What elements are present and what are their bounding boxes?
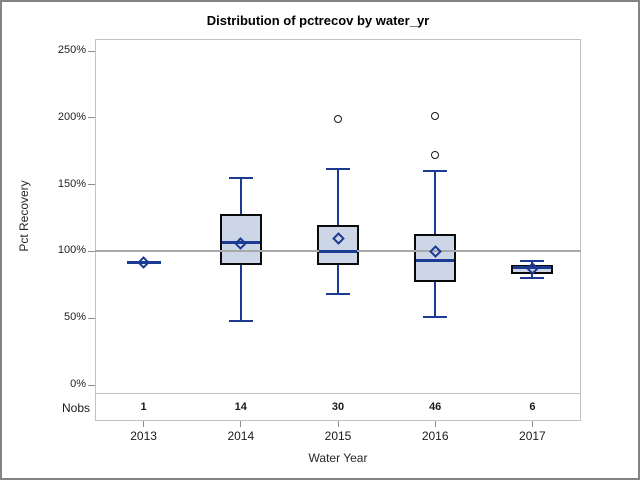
box-2016 xyxy=(414,234,457,283)
outlier-2016-172 xyxy=(431,151,440,160)
y-tick-label: 150% xyxy=(57,177,86,190)
median-2016 xyxy=(416,259,455,263)
x-axis-title: Water Year xyxy=(308,451,368,465)
nobs-row-label: Nobs xyxy=(61,401,90,415)
whisker-cap-low-2016 xyxy=(423,315,448,318)
x-category-label: 2017 xyxy=(519,429,546,443)
box-2014 xyxy=(219,213,262,265)
y-tick-mark xyxy=(88,250,95,252)
whisker-upper-2016 xyxy=(434,171,437,235)
whisker-upper-2017 xyxy=(531,260,534,265)
whisker-cap-low-2014 xyxy=(228,319,253,322)
whisker-cap-high-2015 xyxy=(326,167,350,170)
whisker-lower-2017 xyxy=(531,274,534,279)
x-tick-mark xyxy=(143,421,145,427)
whisker-lower-2016 xyxy=(434,282,437,317)
whisker-cap-low-2015 xyxy=(326,293,350,296)
x-category-label: 2015 xyxy=(324,429,352,443)
outlier-2016-201 xyxy=(431,112,440,121)
chart-title: Distribution of pctrecov by water_yr xyxy=(206,13,430,28)
median-2013 xyxy=(126,260,161,264)
x-tick-mark xyxy=(531,421,533,427)
x-tick-mark xyxy=(337,421,339,427)
nobs-value: 14 xyxy=(234,401,247,413)
y-tick-label: 0% xyxy=(70,378,86,390)
nobs-value: 30 xyxy=(331,401,345,413)
x-category-label: 2013 xyxy=(130,429,157,443)
y-axis-title: Pct Recovery xyxy=(17,180,31,252)
whisker-upper-2014 xyxy=(239,177,242,214)
x-tick-mark xyxy=(240,421,242,427)
whisker-upper-2015 xyxy=(337,168,339,225)
median-2014 xyxy=(221,240,260,244)
y-tick-label: 100% xyxy=(57,244,86,257)
x-tick-mark xyxy=(434,421,436,427)
whisker-lower-2015 xyxy=(337,264,339,295)
y-tick-mark xyxy=(88,317,95,319)
nobs-strip xyxy=(95,394,581,421)
nobs-value: 46 xyxy=(429,401,442,413)
y-tick-mark xyxy=(88,384,95,386)
x-category-label: 2016 xyxy=(421,429,449,443)
whisker-cap-high-2016 xyxy=(423,170,448,173)
whisker-cap-high-2017 xyxy=(520,259,545,262)
whisker-lower-2014 xyxy=(239,264,242,321)
whisker-cap-low-2017 xyxy=(520,277,545,280)
median-2015 xyxy=(319,249,357,253)
y-tick-mark xyxy=(88,184,95,186)
box-2017 xyxy=(511,264,554,275)
y-tick-label: 250% xyxy=(57,44,86,56)
outlier-2015-199 xyxy=(334,115,342,124)
median-2017 xyxy=(513,265,552,269)
y-tick-label: 50% xyxy=(63,311,86,324)
y-tick-mark xyxy=(88,50,95,52)
x-category-label: 2014 xyxy=(227,429,255,443)
y-tick-label: 200% xyxy=(57,110,86,123)
nobs-value: 1 xyxy=(140,401,147,413)
box-2015 xyxy=(317,224,359,265)
whisker-cap-high-2014 xyxy=(228,176,253,179)
nobs-value: 6 xyxy=(529,401,536,413)
y-tick-mark xyxy=(88,117,95,119)
